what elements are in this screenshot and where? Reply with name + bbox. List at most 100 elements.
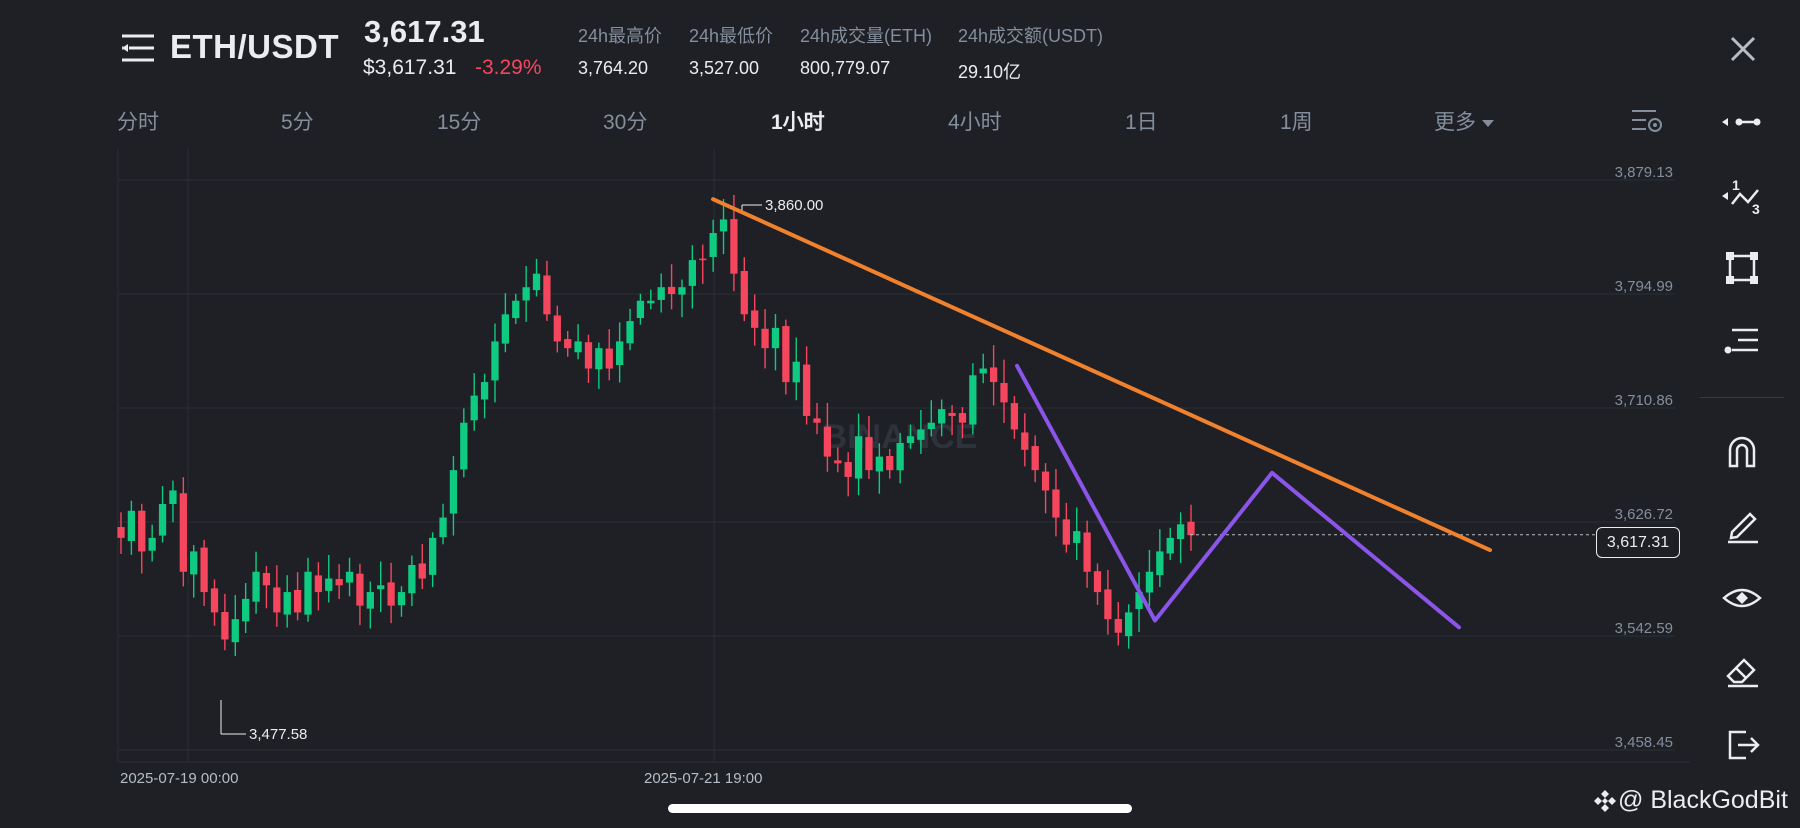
x-tick-label: 2025-07-19 00:00 [120,770,238,787]
tab-30m[interactable]: 30分 [603,111,648,134]
candle [584,334,593,384]
tab-15m[interactable]: 15分 [437,111,482,134]
candle-body [636,300,645,318]
stat-label: 24h成交量(ETH) [800,26,933,46]
tab-time-sharing[interactable]: 分时 [117,111,159,134]
chart-settings-icon[interactable] [1630,106,1664,136]
candle-body [1135,592,1143,609]
candle-body [719,219,728,232]
candle-body [813,418,821,423]
candle [1052,469,1060,537]
candle [1135,572,1143,632]
eye-icon[interactable] [1718,576,1766,620]
candle [865,415,873,479]
pair-title[interactable]: ETH/USDT [170,28,339,65]
candle-body [127,510,136,542]
high-price-label: 3,860.00 [765,197,823,214]
tab-more[interactable]: 更多 [1434,106,1494,136]
tab-4h[interactable]: 4小时 [948,111,1002,134]
pencil-icon[interactable] [1718,502,1766,546]
tab-1h[interactable]: 1小时 [771,111,825,134]
candle [740,257,748,322]
candle-body [252,571,260,602]
candle [751,294,759,346]
candle-body [1073,531,1081,543]
x-tick-label: 2025-07-21 19:00 [644,770,762,787]
magnet-icon[interactable] [1718,430,1766,474]
candle-body [553,315,561,342]
candle [553,305,561,353]
candle [906,424,915,449]
rectangle-icon[interactable] [1718,246,1766,290]
candle [989,345,998,406]
eraser-icon[interactable] [1718,648,1766,692]
candle [719,199,728,255]
candle-body [782,326,790,383]
stat-value: 3,527.00 [689,58,760,78]
candle-body [117,527,125,538]
candle [647,289,655,310]
tab-1d[interactable]: 1日 [1125,111,1158,134]
candle-body [979,368,987,374]
candle-body [1114,618,1122,633]
candle [543,260,551,321]
candle [626,308,634,351]
candlestick-chart[interactable]: BINANCE 3,879.133,794.993,710.863,626.72… [0,0,1690,828]
candle [293,572,302,621]
candle [854,413,863,496]
candle [273,565,281,627]
candle [1145,549,1154,607]
candle-body [397,592,406,606]
candle [242,583,250,634]
candle-body [356,573,364,606]
candle-body [221,611,229,640]
candle [1000,359,1008,424]
trendline [711,197,1492,553]
candle [439,503,447,545]
candle-body [200,547,208,593]
last-price: 3,617.31 [364,14,485,49]
candle-body [678,287,686,295]
indicator-settings-icon[interactable] [1718,318,1766,362]
candle-body [1021,432,1029,450]
candle-body [896,443,904,471]
stat-label: 24h最高价 [578,26,663,46]
candle [1062,502,1070,553]
candle-body [1125,612,1133,637]
candle-body [875,456,883,472]
candle-body [179,493,187,572]
candle [158,486,167,543]
candle [844,452,852,497]
candle [761,309,769,369]
candle [408,555,416,607]
exit-icon[interactable] [1718,722,1766,766]
candle-body [242,598,250,622]
candle-body [657,287,665,300]
candle-body [1104,589,1112,620]
candle [834,447,842,473]
candle [1021,413,1029,467]
candle-body [480,382,489,400]
candle [480,373,489,419]
stat-value: 800,779.07 [800,58,891,78]
candle [1176,512,1185,564]
menu-icon[interactable] [120,30,156,66]
candle [200,539,208,606]
tab-1w[interactable]: 1周 [1280,111,1313,134]
candle-body [169,490,177,505]
close-icon[interactable] [1726,32,1760,66]
candle-body [439,517,447,538]
more-options-icon[interactable] [1718,100,1766,144]
price-change: -3.29% [475,56,542,79]
candle-body [512,300,520,319]
home-indicator[interactable] [668,804,1132,813]
candle-body [699,258,707,261]
tab-more-label: 更多 [1434,111,1476,134]
candle-body [501,314,510,344]
toolbar-divider [1700,397,1784,398]
candle [958,407,967,439]
candle-body [938,409,946,424]
tab-5m[interactable]: 5分 [281,111,314,134]
candle-body [854,436,863,479]
